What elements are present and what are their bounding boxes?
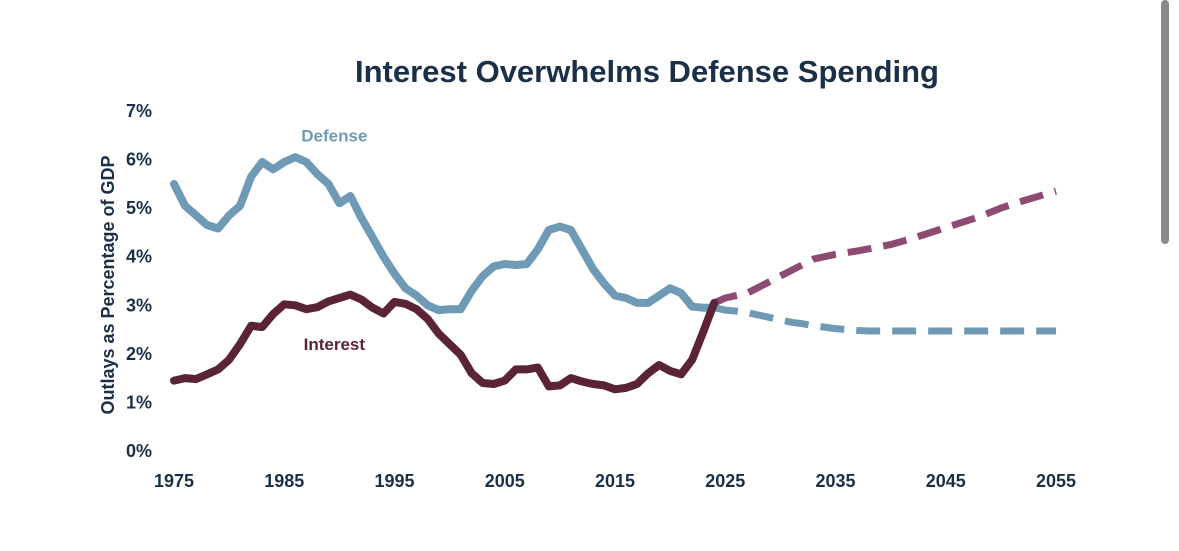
y-axis-label: Outlays as Percentage of GDP	[98, 155, 118, 414]
x-tick-label: 1985	[264, 471, 304, 491]
y-tick-label: 0%	[126, 441, 152, 461]
y-tick-label: 2%	[126, 344, 152, 364]
series-lines	[170, 153, 1057, 394]
x-tick-label: 1995	[374, 471, 414, 491]
x-tick-label: 2005	[485, 471, 525, 491]
interest-series-label: Interest	[304, 335, 366, 354]
x-tick-label: 2055	[1036, 471, 1076, 491]
defense-historical-line	[170, 153, 719, 315]
x-tick-label: 2025	[705, 471, 745, 491]
scrollbar[interactable]	[1161, 0, 1169, 244]
x-tick-label: 2035	[815, 471, 855, 491]
chart-title: Interest Overwhelms Defense Spending	[355, 54, 939, 89]
y-tick-label: 6%	[126, 150, 152, 170]
defense-projection-line	[713, 304, 1056, 335]
y-tick-label: 1%	[126, 392, 152, 412]
x-tick-label: 2015	[595, 471, 635, 491]
y-tick-label: 7%	[126, 101, 152, 121]
interest-historical-line	[170, 290, 719, 394]
x-tick-label: 1975	[154, 471, 194, 491]
interest-projection-line	[712, 187, 1057, 307]
x-tick-labels: 1975 1985 1995 2005 2015 2025 2035 2045 2055	[154, 471, 1076, 491]
x-tick-label: 2045	[926, 471, 966, 491]
series-labels: Defense Interest	[301, 126, 367, 354]
y-tick-labels: 0% 1% 2% 3% 4% 5% 6% 7%	[126, 101, 152, 461]
defense-series-label: Defense	[301, 126, 367, 145]
y-tick-label: 4%	[126, 247, 152, 267]
y-tick-label: 5%	[126, 198, 152, 218]
y-tick-label: 3%	[126, 295, 152, 315]
